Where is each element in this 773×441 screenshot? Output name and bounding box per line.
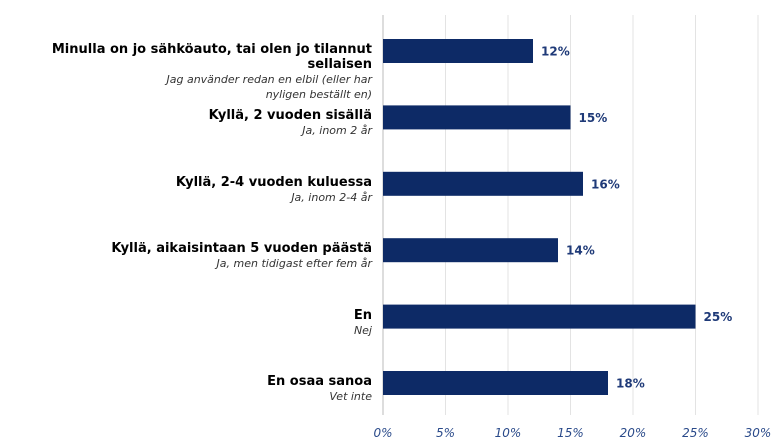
bar (383, 238, 558, 263)
x-tick-label: 0% (373, 426, 392, 440)
bar (383, 39, 533, 63)
x-tick-label: 10% (495, 426, 522, 440)
x-tick-label: 20% (620, 426, 647, 440)
bar (383, 105, 571, 130)
x-tick-label: 5% (436, 426, 455, 440)
category-label: En Nej (10, 308, 372, 338)
value-label: 14% (566, 244, 595, 258)
category-label: Kyllä, 2-4 vuoden kuluessa Ja, inom 2-4 å… (10, 175, 372, 205)
value-label: 25% (704, 310, 733, 324)
value-label: 18% (616, 377, 645, 391)
category-translation: Ja, men tidigast efter fem år (216, 257, 372, 271)
category-name: En (353, 307, 372, 323)
category-label: Minulla on jo sähköauto, tai olen jo til… (10, 42, 372, 102)
category-name: Kyllä, 2-4 vuoden kuluessa (175, 174, 372, 190)
category-translation: Ja, inom 2-4 år (291, 190, 372, 204)
category-name: Kyllä, 2 vuoden sisällä (208, 108, 372, 124)
x-tick-label: 25% (682, 426, 709, 440)
category-translation: Jag använder redan en elbil (eller har n… (166, 73, 373, 101)
bar (383, 304, 696, 329)
value-label: 12% (541, 45, 570, 59)
category-label: En osaa sanoa Vet inte (10, 374, 372, 404)
category-translation: Nej (353, 323, 372, 337)
category-label: Kyllä, 2 vuoden sisällä Ja, inom 2 år (10, 108, 372, 138)
bar (383, 371, 608, 395)
category-translation: Ja, inom 2 år (302, 124, 372, 138)
category-name: Minulla on jo sähköauto, tai olen jo til… (51, 42, 372, 72)
category-name: Kyllä, aikaisintaan 5 vuoden päästä (111, 241, 372, 257)
bar (383, 171, 583, 196)
category-translation: Vet inte (329, 390, 372, 403)
x-tick-label: 15% (557, 426, 584, 440)
value-label: 16% (591, 177, 620, 191)
value-label: 15% (579, 111, 608, 125)
x-tick-label: 30% (745, 426, 772, 440)
category-label: Kyllä, aikaisintaan 5 vuoden päästä Ja, m… (10, 241, 372, 271)
category-name: En osaa sanoa (267, 374, 372, 389)
